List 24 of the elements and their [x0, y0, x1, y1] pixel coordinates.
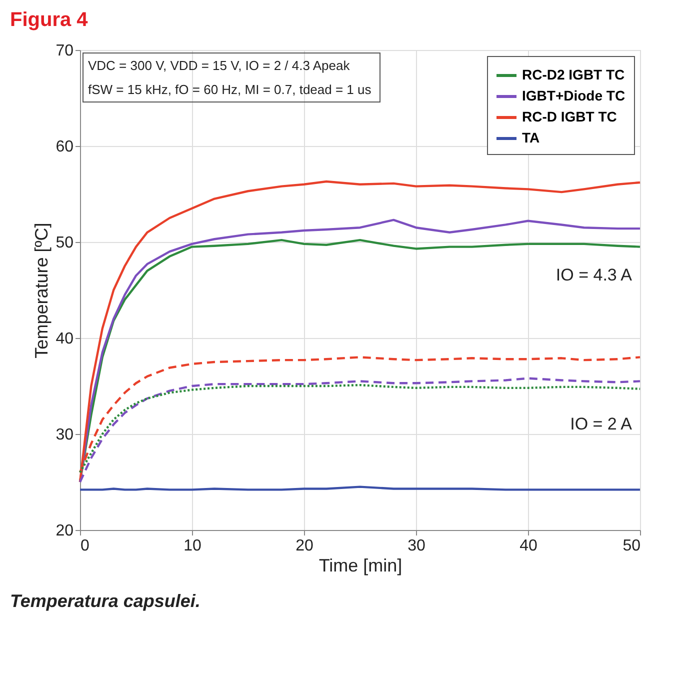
y-tick-label: 40 — [56, 330, 74, 348]
y-tick-label: 70 — [56, 42, 74, 60]
legend-label: RC-D2 IGBT TC — [522, 66, 625, 82]
y-tick-label: 20 — [56, 522, 74, 540]
chart-title: Figura 4 — [10, 9, 89, 31]
x-tick-label: 10 — [184, 538, 202, 554]
x-tick-label: 20 — [296, 538, 314, 554]
y-axis-title: Temperature [ºC] — [32, 222, 52, 358]
legend-label: IGBT+Diode TC — [522, 88, 626, 104]
text: Temperatura capsulei. — [10, 591, 200, 611]
annotation: fSW = 15 kHz, fO = 60 Hz, MI = 0.7, tdead = 1 us — [88, 82, 372, 97]
y-tick-label: 30 — [56, 426, 74, 444]
x-tick-label: 0 — [80, 538, 90, 554]
y-tick-label: 60 — [56, 138, 74, 156]
x-tick-label: 40 — [520, 538, 538, 554]
annotation: IO = 2 A — [570, 414, 633, 434]
annotation: IO = 4.3 A — [556, 266, 633, 285]
legend-label: RC-D IGBT TC — [522, 108, 617, 124]
x-tick-label: 30 — [408, 538, 426, 554]
x-tick-label: 50 — [622, 538, 641, 554]
y-tick-label: 50 — [56, 234, 74, 252]
legend-label: TA — [522, 130, 540, 146]
annotation: VDC = 300 V, VDD = 15 V, IO = 2 / 4.3 Apeak — [88, 58, 350, 73]
x-axis-title: Time [min] — [318, 556, 402, 576]
